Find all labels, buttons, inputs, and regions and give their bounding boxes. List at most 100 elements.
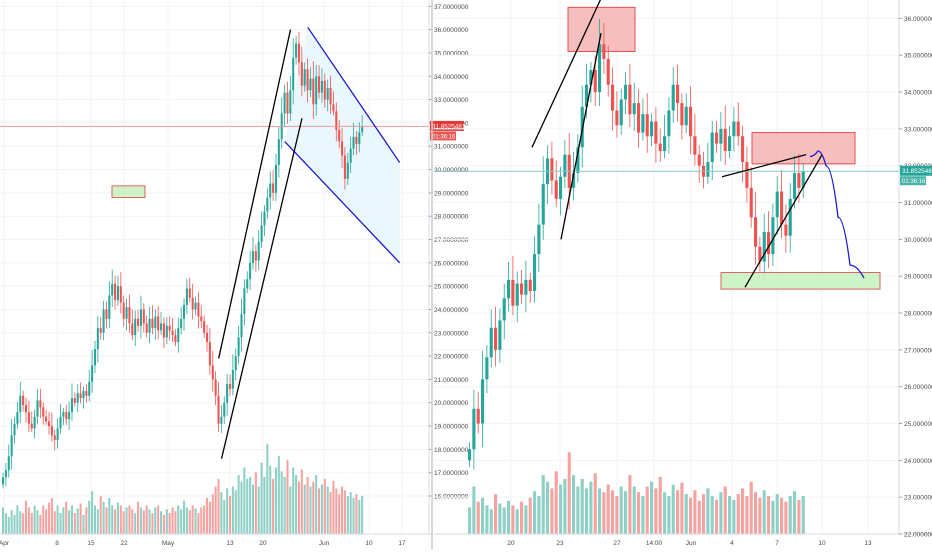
candle-body [68,412,71,420]
y-tick-label: 35.0000000 [904,53,932,60]
right-chart-panel[interactable]: 36.0000000 35.0000000 34.0000000 33.0000000… [434,0,932,547]
volume-bar [4,513,7,534]
x-tick-label: 4 [730,540,734,547]
candle-body [231,370,234,389]
volume-bar [476,501,480,534]
volume-bar [602,492,606,534]
volume-bar [494,494,498,534]
volume-bar [68,510,71,534]
volume-bar [188,510,191,534]
volume-bar [624,491,628,534]
candle-body [59,416,62,429]
volume-bar [641,496,645,534]
candle-body [472,408,476,450]
volume-bar [208,501,211,534]
volume-bar [257,486,260,534]
volume-bar [528,497,532,534]
volume-bar [10,510,13,534]
candle-body [494,327,498,350]
candle-body [485,357,489,380]
candle-body [533,254,537,291]
candle-body [211,365,214,380]
y-tick-label: 24.0000000 [434,307,469,314]
candle-body [611,84,615,111]
candle-body [2,477,5,485]
y-tick-label: 36.0000000 [434,27,469,34]
candle-body [680,103,684,126]
volume-bar [131,509,134,534]
x-tick-label: May [162,540,175,547]
candle-body [47,421,51,427]
candle-body [142,309,145,324]
y-tick-label: 22.0000000 [904,532,932,539]
volume-bar [598,488,602,534]
volume-bar [788,496,792,534]
volume-bar [177,505,180,534]
y-tick-label: 30.0000000 [434,167,469,174]
volume-bar [355,494,358,534]
left-chart-panel[interactable]: 37.0000000 36.0000000 35.0000000 34.0000000… [0,0,469,547]
candle-body [168,325,171,331]
volume-bar [671,484,675,534]
candle-body [338,129,341,142]
candle-body [326,87,329,100]
candle-body [39,400,42,408]
x-tick-label: 23 [556,540,564,547]
last-price-badge [900,165,932,176]
candle-body [515,283,519,306]
volume-bar [780,497,784,534]
candle-body [251,251,255,263]
volume-bar [303,484,306,534]
volume-bar [185,507,188,534]
candle-body [706,162,710,177]
candle-body [361,126,364,133]
candle-body [33,416,36,429]
candle-body [154,316,157,329]
candle-body [593,69,597,93]
volume-bar [606,484,610,534]
volume-bar [723,486,727,534]
candle-body [217,395,220,424]
candle-body [602,44,606,59]
volume-bar [116,502,119,534]
candle-body [358,132,361,144]
volume-bar [658,477,662,534]
volume-bar [637,492,641,534]
y-tick-label: 31.0000000 [434,144,469,151]
candle-body [76,393,79,403]
rally-support-line [220,118,303,459]
y-tick-label: 21.0000000 [434,377,469,384]
candle-body [728,136,732,151]
y-tick-label: 34.0000000 [434,74,469,81]
candle-body [180,318,183,329]
candle-body [10,435,13,457]
volume-bar [243,467,246,534]
y-tick-label: 28.0000000 [904,311,932,318]
volume-bar [88,500,91,534]
volume-bar [472,486,476,534]
volume-bar [702,494,706,534]
volume-bar [332,480,335,534]
candle-body [50,426,53,436]
y-tick-label: 34.0000000 [904,90,932,97]
volume-bar [295,475,298,534]
candle-body [116,286,119,301]
candle-body [237,337,240,357]
candle-body [145,323,148,333]
candle-body [341,141,344,156]
volume-bar [2,507,5,534]
volume-bar [358,499,361,534]
volume-bar [481,497,485,534]
x-tick-label: Jun [686,540,697,547]
volume-bar [632,486,636,534]
volume-bar [157,505,160,534]
candle-body [645,114,649,137]
volume-bar [567,452,571,534]
candle-body [88,381,91,396]
candle-body [16,412,19,424]
volume-bar [771,500,775,534]
volume-bar [62,507,65,534]
candle-body [24,405,28,413]
candle-body [676,84,680,104]
